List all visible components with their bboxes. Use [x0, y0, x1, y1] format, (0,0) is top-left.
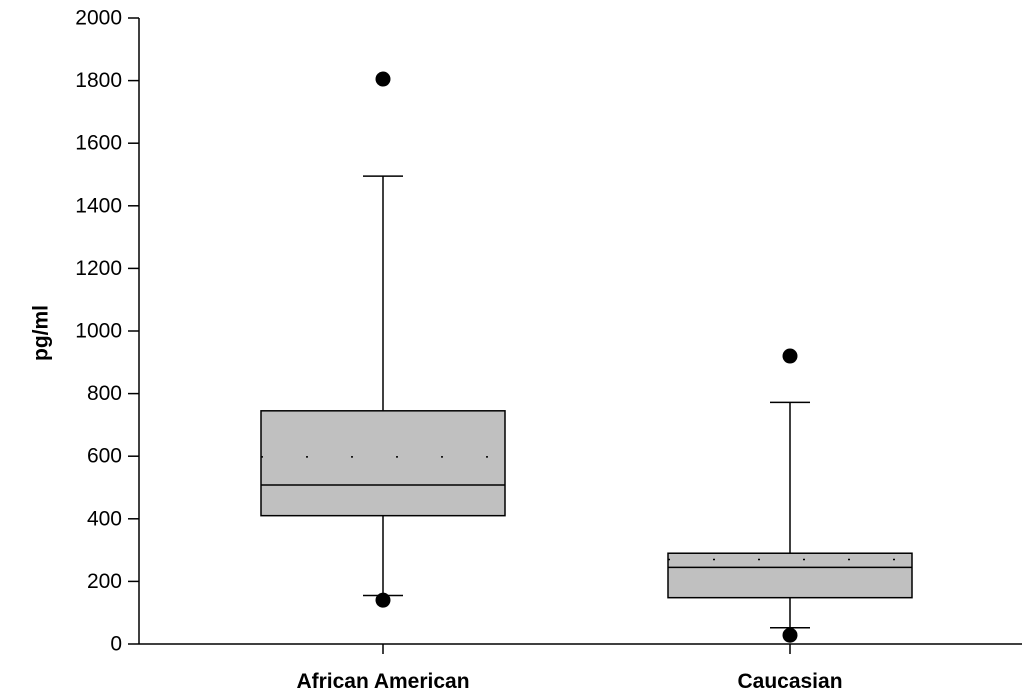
- y-tick-label: 2000: [75, 7, 122, 30]
- y-tick-label: 0: [110, 633, 122, 656]
- outlier-point: [375, 592, 391, 608]
- outlier-point: [375, 71, 391, 87]
- x-category-label: Caucasian: [737, 670, 842, 693]
- y-tick-labels: 0 200 400 600 800 1000 1200 1400 1600 1800 2000: [75, 7, 122, 656]
- box-iqr: [667, 552, 913, 599]
- outlier-point: [782, 348, 798, 364]
- x-category-label: African American: [296, 670, 469, 693]
- box-group: [260, 71, 506, 608]
- y-axis-label: pg/ml: [30, 305, 53, 361]
- x-category-labels: African American Caucasian: [296, 670, 842, 693]
- box-group: [667, 348, 913, 643]
- y-tick-label: 600: [87, 445, 122, 468]
- boxes: [260, 71, 913, 643]
- y-tick-label: 1400: [75, 194, 122, 217]
- y-tick-label: 400: [87, 507, 122, 530]
- y-tick-label: 1000: [75, 320, 122, 343]
- y-tick-label: 1600: [75, 132, 122, 155]
- outlier-point: [782, 627, 798, 643]
- y-tick-label: 1800: [75, 69, 122, 92]
- y-tick-label: 800: [87, 382, 122, 405]
- box-iqr: [260, 410, 506, 517]
- y-tick-label: 1200: [75, 257, 122, 280]
- axes: [128, 17, 1022, 654]
- y-tick-label: 200: [87, 570, 122, 593]
